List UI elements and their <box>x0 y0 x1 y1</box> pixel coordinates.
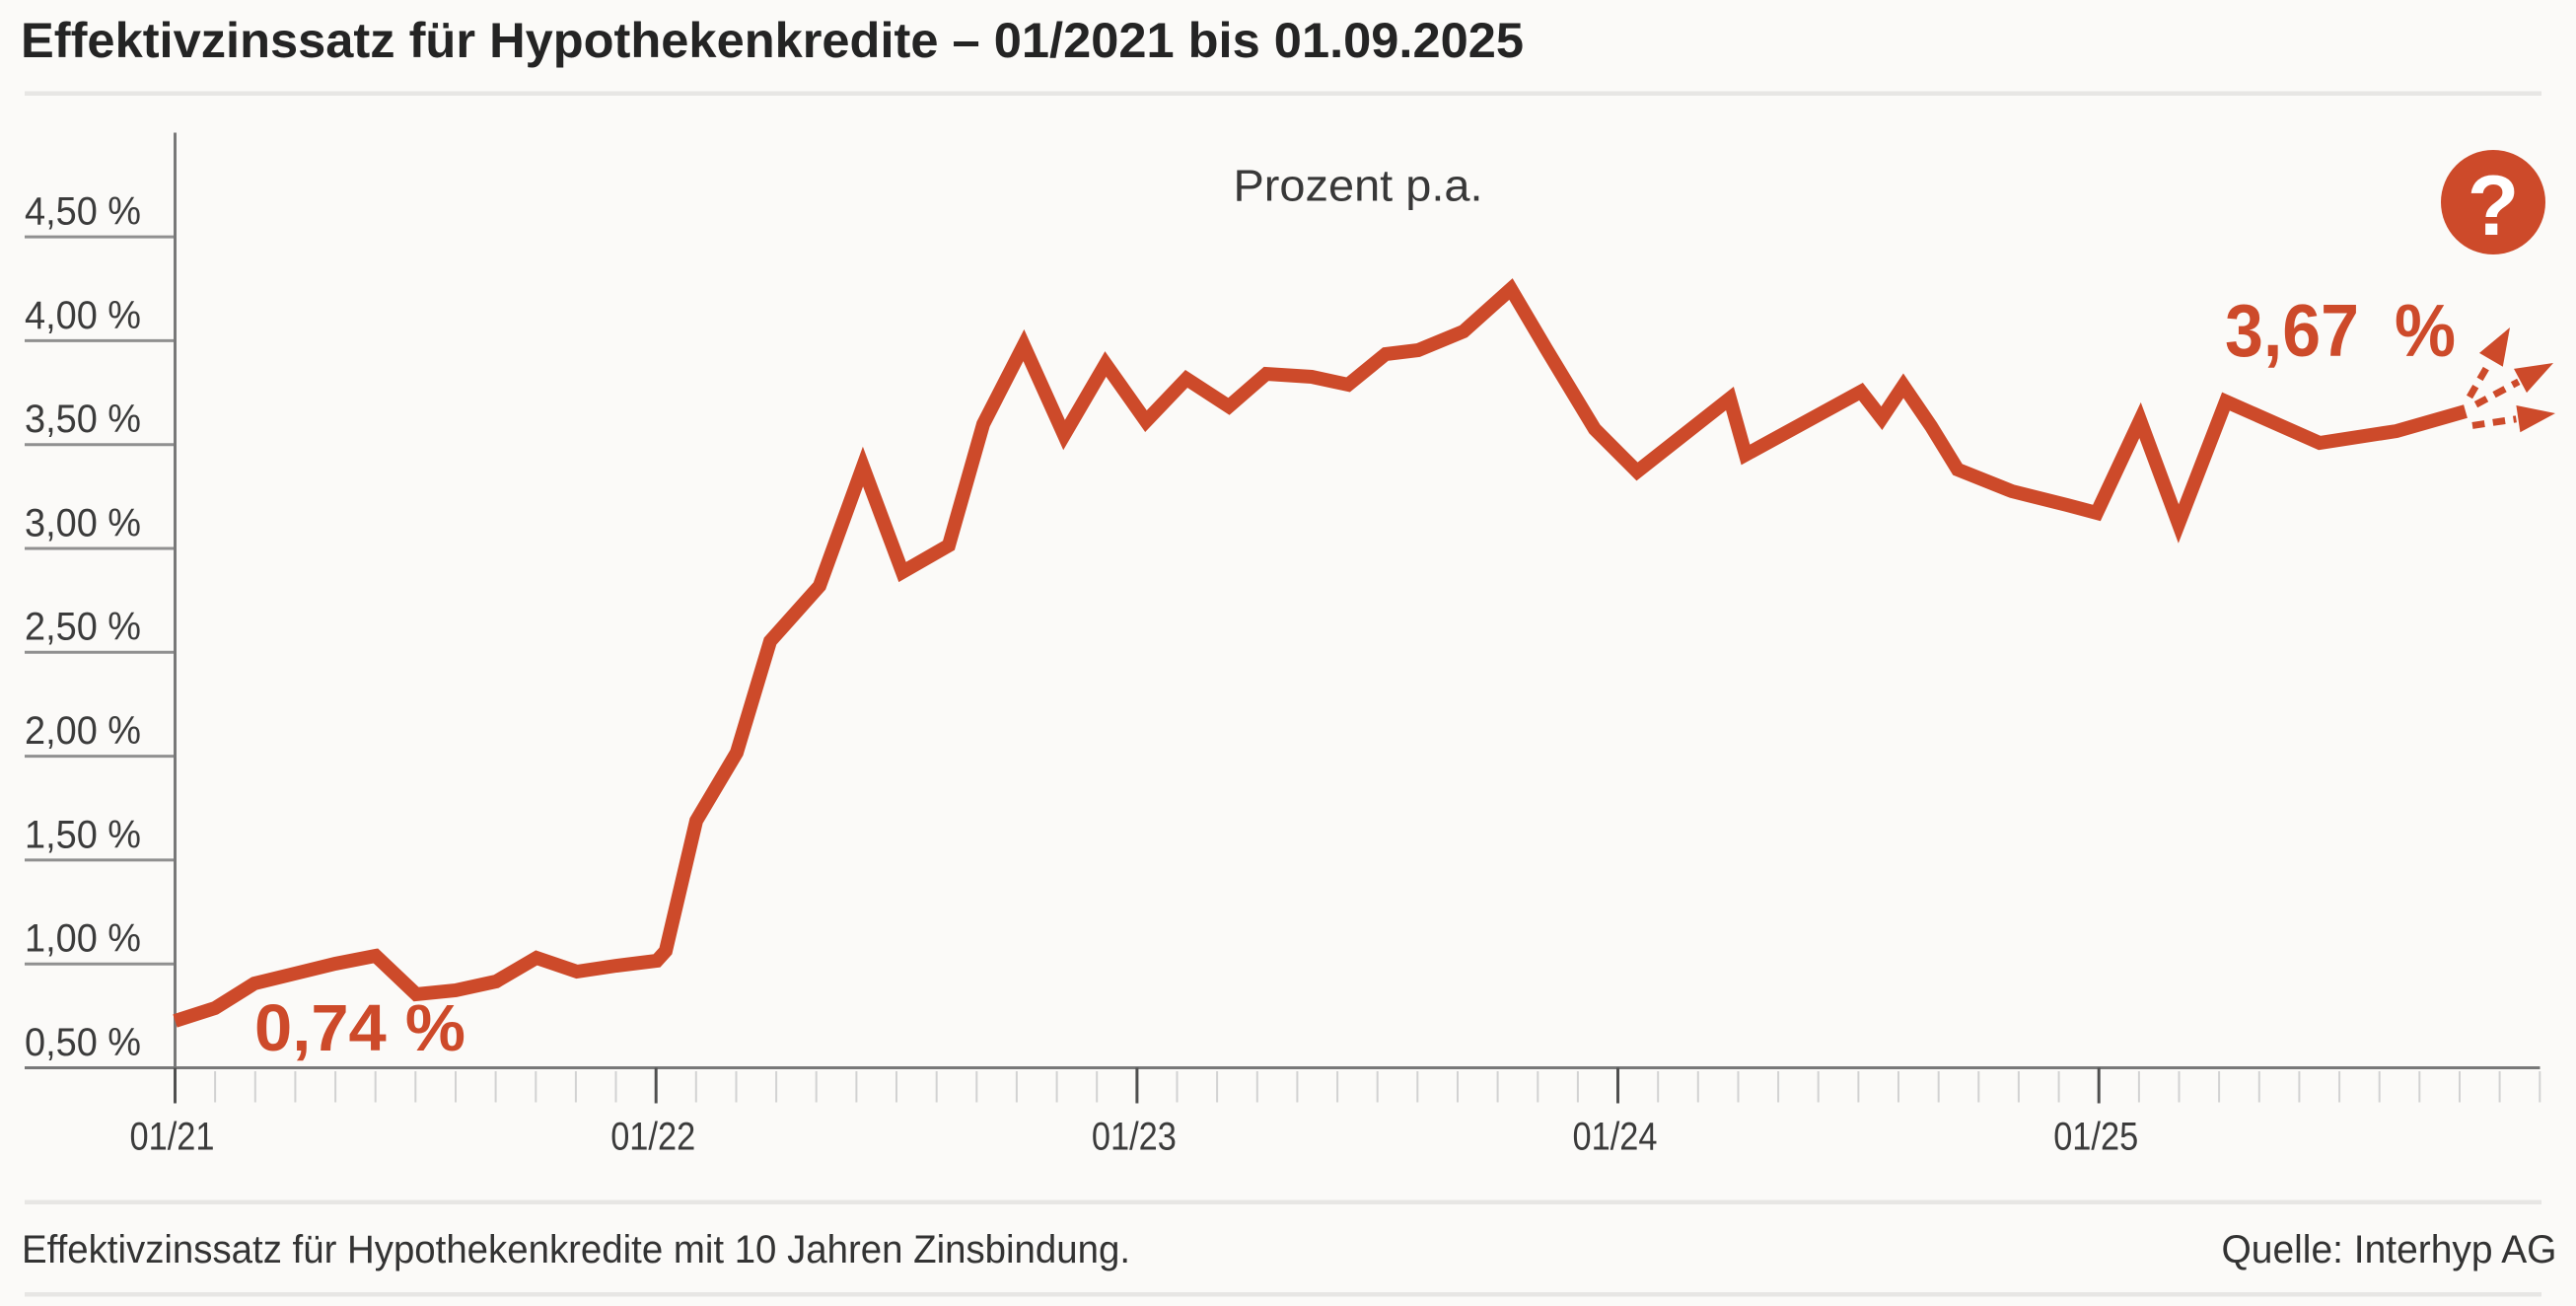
svg-text:0,74 %: 0,74 % <box>254 991 465 1065</box>
svg-text:01/24: 01/24 <box>1573 1116 1658 1159</box>
svg-text:01/25: 01/25 <box>2053 1116 2138 1159</box>
svg-text:2,00 %: 2,00 % <box>25 709 141 753</box>
svg-text:2,50 %: 2,50 % <box>25 606 141 649</box>
svg-text:01/21: 01/21 <box>130 1116 215 1159</box>
svg-text:1,50 %: 1,50 % <box>25 813 141 856</box>
svg-text:0,50 %: 0,50 % <box>25 1021 141 1064</box>
svg-text:Quelle: Interhyp AG: Quelle: Interhyp AG <box>2222 1228 2557 1271</box>
svg-text:01/23: 01/23 <box>1092 1116 1177 1159</box>
svg-text:3,00 %: 3,00 % <box>25 501 141 544</box>
svg-text:%: % <box>2395 289 2456 372</box>
svg-text:01/22: 01/22 <box>610 1116 695 1159</box>
svg-text:3,67: 3,67 <box>2225 289 2359 372</box>
svg-text:?: ? <box>2468 159 2520 254</box>
svg-text:4,50 %: 4,50 % <box>25 190 141 234</box>
svg-text:Effektivzinssatz für Hypotheke: Effektivzinssatz für Hypothekenkredite –… <box>21 13 1524 68</box>
svg-text:4,00 %: 4,00 % <box>25 294 141 337</box>
svg-text:1,00 %: 1,00 % <box>25 917 141 961</box>
svg-text:Effektivzinssatz für Hypotheke: Effektivzinssatz für Hypothekenkredite m… <box>22 1228 1130 1271</box>
svg-text:Prozent p.a.: Prozent p.a. <box>1234 161 1483 211</box>
svg-text:3,50 %: 3,50 % <box>25 398 141 441</box>
